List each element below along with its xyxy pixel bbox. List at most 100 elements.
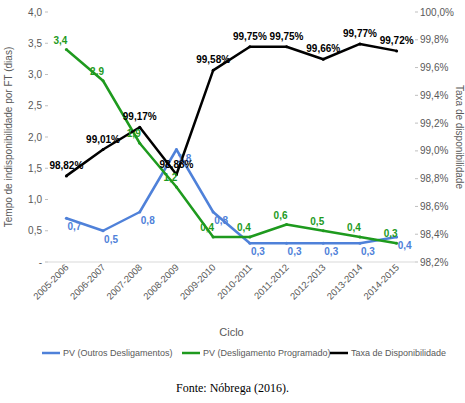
y2-tick-label: 98,8% — [420, 173, 448, 184]
y2-tick — [415, 262, 418, 263]
series-line — [66, 150, 396, 244]
data-label: 0,4 — [347, 222, 361, 233]
data-label: 98,82% — [49, 160, 83, 171]
y-tick-label: - — [39, 257, 42, 268]
x-tick-label: 2005-2006 — [31, 262, 71, 302]
y2-tick-label: 99,2% — [420, 118, 448, 129]
point — [285, 45, 288, 48]
y-tick-label: 3,0 — [28, 69, 42, 80]
y-tick — [45, 262, 48, 263]
plot-area — [65, 42, 398, 244]
y-tick-label: 1,5 — [28, 163, 42, 174]
y-tick — [45, 168, 48, 169]
x-tick-label: 2007-2008 — [104, 262, 144, 302]
x-tick-label: 2008-2009 — [141, 262, 181, 302]
y-tick — [45, 230, 48, 231]
y2-tick — [415, 234, 418, 235]
y2-tick-label: 98,2% — [420, 257, 448, 268]
y-tick — [45, 12, 48, 13]
x-tick-label: 2011-2012 — [252, 262, 291, 301]
y-tick-label: 2,5 — [28, 100, 42, 111]
data-label: 0,4 — [398, 240, 412, 251]
data-label: 0,5 — [104, 234, 118, 245]
data-label: 99,01% — [86, 134, 120, 145]
data-label: 99,58% — [196, 54, 230, 65]
legend-label: PV (Desligamento Programado) — [203, 348, 331, 358]
point — [212, 211, 215, 214]
y2-tick — [415, 178, 418, 179]
x-tick-label: 2006-2007 — [68, 262, 108, 302]
point — [102, 148, 105, 151]
point — [358, 242, 361, 245]
point — [65, 217, 68, 220]
y2-tick-label: 99,6% — [420, 62, 448, 73]
y-tick-label: 3,5 — [28, 38, 42, 49]
x-axis — [48, 262, 415, 263]
x-tick-label: 2013-2014 — [324, 262, 364, 302]
point — [322, 58, 325, 61]
y-axis-title: Tempo de indisponibilidade por FT (dias) — [3, 47, 14, 227]
data-label: 0,6 — [274, 210, 288, 221]
y2-tick-label: 100,0% — [420, 7, 454, 18]
x-tick-label: 2010-2011 — [215, 262, 254, 301]
y2-tick — [415, 39, 418, 40]
chart: -0,51,01,52,02,53,03,54,098,2%98,4%98,6%… — [0, 0, 465, 403]
point — [285, 223, 288, 226]
x-tick-label: 2009-2010 — [178, 262, 218, 302]
point — [322, 229, 325, 232]
data-label: 3,4 — [53, 35, 67, 46]
data-label: 0,3 — [288, 246, 302, 257]
point — [212, 236, 215, 239]
y-tick — [45, 105, 48, 106]
point — [395, 49, 398, 52]
series-line — [66, 44, 396, 176]
y2-tick-label: 98,6% — [420, 201, 448, 212]
point — [102, 79, 105, 82]
data-label: 0,3 — [324, 246, 338, 257]
data-label: 1,2 — [163, 172, 177, 183]
legend-swatch — [42, 352, 60, 355]
data-label: 99,72% — [380, 35, 414, 46]
y-tick-label: 4,0 — [28, 7, 42, 18]
data-label: 98,83% — [159, 159, 193, 170]
legend-swatch — [330, 352, 348, 355]
data-label: 0,3 — [251, 246, 265, 257]
data-label: 0,7 — [67, 221, 81, 232]
data-label: 0,8 — [141, 215, 155, 226]
data-label: 99,77% — [343, 28, 377, 39]
y2-tick-label: 99,8% — [420, 34, 448, 45]
y2-tick — [415, 206, 418, 207]
y-tick-label: 0,5 — [28, 225, 42, 236]
point — [65, 48, 68, 51]
point — [138, 211, 141, 214]
x-tick-label: 2012-2013 — [288, 262, 328, 302]
y2-axis-title: Taxa de disponibilidade — [454, 85, 465, 189]
y2-tick — [415, 95, 418, 96]
point — [65, 174, 68, 177]
y-tick — [45, 137, 48, 138]
data-label: 1,9 — [127, 128, 141, 139]
data-label: 0,3 — [384, 228, 398, 239]
y2-tick — [415, 150, 418, 151]
y-tick — [45, 43, 48, 44]
y2-tick — [415, 123, 418, 124]
point — [138, 142, 141, 145]
point — [102, 229, 105, 232]
series-line — [66, 50, 396, 244]
data-label: 99,75% — [233, 31, 267, 42]
legend-swatch — [182, 352, 200, 355]
y-tick-label: 1,0 — [28, 194, 42, 205]
data-label: 99,66% — [306, 43, 340, 54]
point — [322, 242, 325, 245]
point — [248, 236, 251, 239]
data-label: 0,4 — [237, 222, 251, 233]
y2-tick — [415, 67, 418, 68]
y2-tick-label: 99,0% — [420, 145, 448, 156]
y-tick — [45, 74, 48, 75]
data-label: 0,4 — [200, 222, 214, 233]
point — [285, 242, 288, 245]
data-label: 0,8 — [214, 215, 228, 226]
y2-tick-label: 98,4% — [420, 229, 448, 240]
caption: Fonte: Nóbrega (2016). — [176, 381, 289, 395]
data-label: 99,17% — [123, 111, 157, 122]
